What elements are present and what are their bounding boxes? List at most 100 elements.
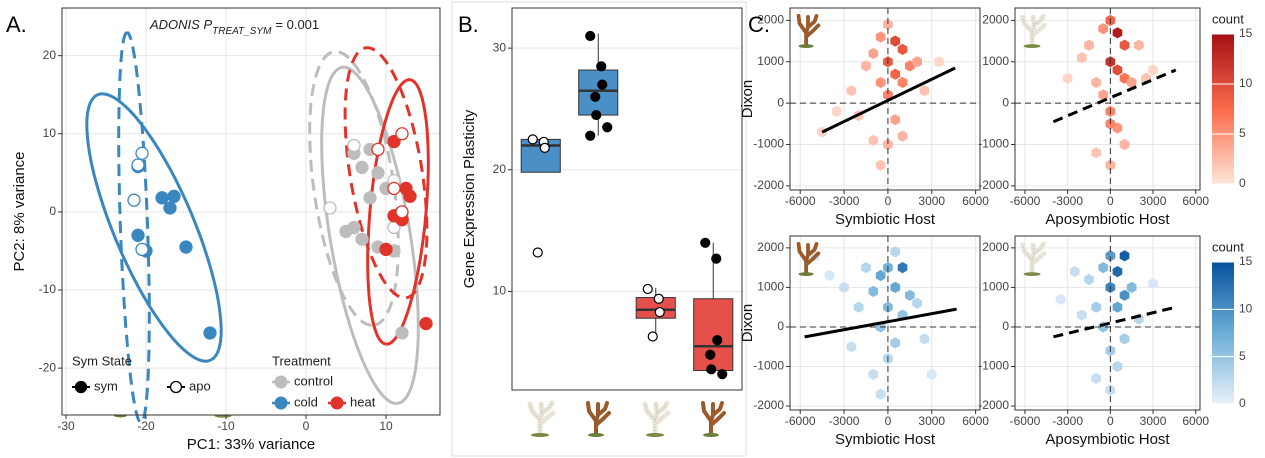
hex-bin xyxy=(883,18,893,31)
confidence-ellipse xyxy=(366,78,430,346)
legend-key xyxy=(330,396,344,410)
y-tick-label: 20 xyxy=(493,162,507,176)
hex-bin xyxy=(1091,301,1101,313)
y-tick-label: -1000 xyxy=(978,359,1009,373)
point xyxy=(527,134,538,145)
hex-bin xyxy=(1112,360,1123,373)
panel-letter: B. xyxy=(458,12,479,37)
point xyxy=(539,142,550,154)
colorbar-tick-label: 10 xyxy=(1239,302,1253,316)
y-tick-label: 0 xyxy=(777,319,784,333)
x-tick-label: -6000 xyxy=(785,414,816,428)
hex-bin xyxy=(875,31,886,43)
legend-label: sym xyxy=(94,378,118,393)
y-tick-label: -10 xyxy=(39,282,57,296)
hex-bin xyxy=(846,341,857,353)
y-tick-label: 10 xyxy=(43,126,57,140)
hex-bin xyxy=(839,281,849,293)
point xyxy=(654,307,665,318)
hex-bin xyxy=(1119,333,1130,345)
y-tick-label: 1000 xyxy=(757,54,784,68)
hex-bin xyxy=(1112,27,1123,39)
annotation: ADONIS PTREAT_SYM = 0.001 xyxy=(149,17,319,36)
x-tick-label: 3000 xyxy=(1140,194,1167,208)
point xyxy=(419,316,433,331)
hex-bin xyxy=(1105,250,1116,262)
hex-bin xyxy=(890,68,901,80)
plot-border xyxy=(511,7,743,391)
panel-frame xyxy=(451,1,747,457)
y-tick-label: -1000 xyxy=(978,137,1009,151)
trend-line xyxy=(804,307,957,339)
legend-key xyxy=(74,380,88,394)
point xyxy=(339,224,353,239)
point xyxy=(179,240,193,254)
hex-bin xyxy=(1077,309,1087,321)
colorbar-tick-label: 0 xyxy=(1239,396,1246,410)
point xyxy=(705,349,716,360)
point xyxy=(395,127,409,141)
y-tick-label: -2000 xyxy=(753,398,784,412)
x-tick-label: 3000 xyxy=(918,194,945,208)
x-tick-label: 6000 xyxy=(1182,194,1209,208)
y-tick-label: 0 xyxy=(49,204,56,218)
hex-bin xyxy=(1112,64,1123,76)
plot-area xyxy=(1015,8,1200,190)
y-tick-label: 0 xyxy=(1002,95,1009,109)
point xyxy=(163,201,177,215)
plot-border xyxy=(789,7,981,191)
hex-bin xyxy=(1084,39,1094,51)
x-axis-title: Symbiotic Host xyxy=(835,431,936,448)
x-tick-label: 0 xyxy=(1107,414,1114,428)
hex-bin xyxy=(831,105,842,117)
legend-label: apo xyxy=(189,378,211,393)
hex-bin xyxy=(905,60,915,72)
x-tick-label: 0 xyxy=(885,194,892,208)
legend-key xyxy=(169,380,183,394)
x-tick-label: -3000 xyxy=(1052,414,1083,428)
x-tick-label: 6000 xyxy=(1182,414,1209,428)
hex-bin xyxy=(934,56,944,68)
hex-bin xyxy=(875,269,886,282)
point xyxy=(706,364,717,375)
hex-bin xyxy=(890,114,901,126)
hex-bin xyxy=(1126,76,1137,89)
y-tick-label: 1000 xyxy=(757,280,784,294)
hex-bin xyxy=(868,47,879,60)
point xyxy=(131,158,145,172)
x-tick-label: 0 xyxy=(303,419,310,433)
legend-title: Treatment xyxy=(272,353,331,368)
point xyxy=(371,142,385,157)
plot-border xyxy=(1014,235,1201,411)
x-tick-label: 10 xyxy=(379,419,393,433)
x-tick-label: 3000 xyxy=(1140,414,1167,428)
point xyxy=(585,130,596,141)
point xyxy=(371,166,385,180)
point xyxy=(347,138,361,153)
y-tick-label: -1000 xyxy=(753,359,784,373)
hex-bin xyxy=(868,368,879,380)
point xyxy=(532,247,543,258)
colorbar-tick-label: 10 xyxy=(1239,76,1253,90)
x-tick-label: -6000 xyxy=(1010,194,1041,208)
hex-bin xyxy=(875,159,886,171)
y-tick-label: -2000 xyxy=(978,178,1009,192)
hex-bin xyxy=(890,246,901,258)
point xyxy=(355,232,369,246)
hex-bin xyxy=(926,368,937,380)
confidence-ellipse xyxy=(85,92,223,363)
legend-label: control xyxy=(294,373,333,388)
point xyxy=(399,181,413,196)
hex-bin xyxy=(912,56,922,68)
hex-bin xyxy=(1062,72,1073,84)
y-axis-title: PC2: 8% variance xyxy=(11,151,28,271)
hex-bin xyxy=(853,301,864,313)
y-tick-label: 30 xyxy=(493,40,507,54)
hex-bin xyxy=(912,297,922,309)
plot-border xyxy=(61,7,441,416)
x-tick-label: -3000 xyxy=(829,414,860,428)
x-tick-label: -3000 xyxy=(829,194,860,208)
colorbar-tick-label: 5 xyxy=(1239,349,1246,363)
hex-bin xyxy=(1105,159,1116,171)
hex-bin xyxy=(1091,372,1101,384)
